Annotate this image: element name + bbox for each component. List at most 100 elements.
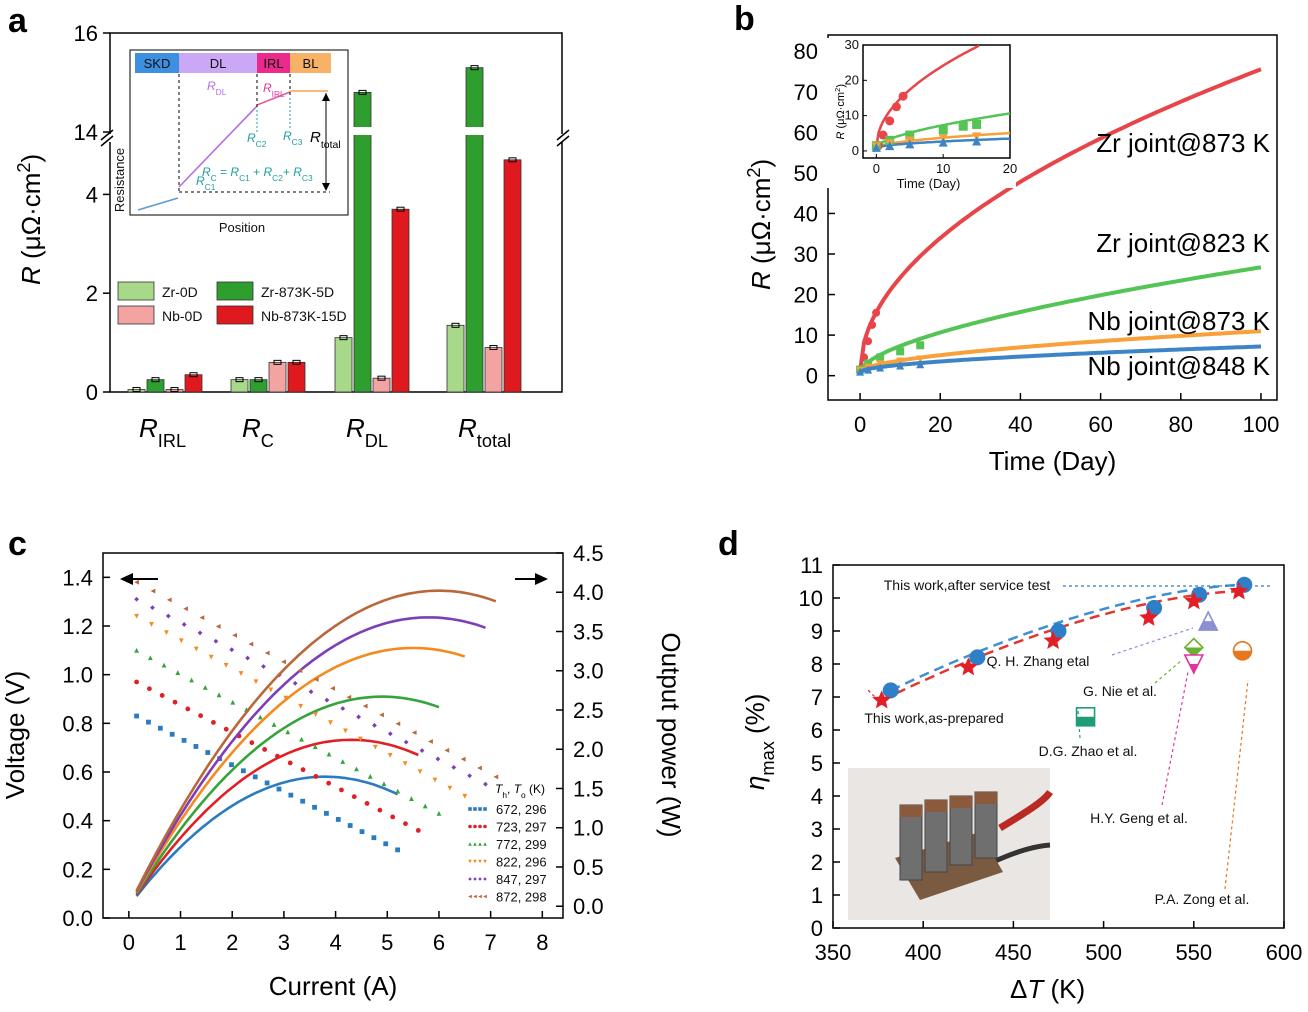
x-category-label: RDL <box>346 413 388 451</box>
voltage-point <box>261 664 266 669</box>
inset-data-point <box>891 102 901 112</box>
photo-wire-black <box>991 842 1051 865</box>
voltage-point <box>229 762 234 768</box>
text-part: DL <box>216 87 227 97</box>
bar-Nb-873K-15D <box>391 208 410 393</box>
data-point <box>864 359 873 368</box>
voltage-point <box>324 697 330 703</box>
x-tick-label: 6 <box>433 930 445 955</box>
text-part: R <box>283 129 292 143</box>
legend-marker <box>473 824 477 829</box>
legend-marker <box>468 877 472 881</box>
voltage-point <box>409 796 414 801</box>
annotation-label: This work,as-prepared <box>864 710 1003 726</box>
voltage-point <box>205 750 211 755</box>
point-after-service <box>882 682 899 699</box>
error-bar <box>254 377 263 383</box>
power-curve <box>135 646 466 893</box>
bar-Zr-873K-5D <box>146 379 165 393</box>
photo-leg-top <box>900 805 922 817</box>
voltage-point <box>252 774 258 780</box>
x-tick-label: 450 <box>995 940 1032 965</box>
data-point <box>856 367 865 376</box>
leader-line <box>865 687 884 706</box>
literature-point-fill <box>1076 716 1095 726</box>
voltage-point <box>359 829 365 835</box>
voltage-point <box>444 747 450 753</box>
voltage-point <box>223 662 229 668</box>
legend-marker <box>468 894 472 899</box>
y-left-tick-label: 1.2 <box>62 614 93 639</box>
text-part: R <box>207 79 216 93</box>
literature-point-fill <box>1233 650 1252 660</box>
inset-curve <box>875 112 1011 149</box>
legend-marker <box>473 877 477 881</box>
panel-label-a: a <box>8 2 28 40</box>
y-tick-label: 6 <box>811 718 823 743</box>
x-tick-label: 0 <box>854 412 866 437</box>
inset-background <box>820 38 1016 188</box>
bar-break-dl <box>345 127 445 135</box>
x-tick-label: 600 <box>1266 940 1303 965</box>
text-part: total <box>321 139 341 151</box>
voltage-point <box>460 756 466 762</box>
voltage-point <box>216 692 222 698</box>
voltage-point <box>215 624 221 629</box>
voltage-point <box>313 677 319 682</box>
data-point <box>916 355 925 364</box>
voltage-point <box>285 729 291 735</box>
voltage-point <box>335 817 341 822</box>
voltage-point <box>436 810 442 816</box>
legend-title: Th, To (K) <box>495 782 545 800</box>
data-point <box>896 361 905 370</box>
text-part: Δ <box>1010 974 1027 1004</box>
x-tick-label: 1 <box>174 930 186 955</box>
text-part: max <box>758 741 778 775</box>
point-after-service <box>969 649 986 666</box>
voltage-point <box>403 739 409 745</box>
bar-Zr-0D <box>334 337 353 393</box>
inset-x-tick-label: 20 <box>1003 161 1017 176</box>
literature-point-fill <box>1199 621 1218 631</box>
text-part: = <box>217 165 231 179</box>
inset-frame <box>862 44 1011 159</box>
y-right-tick-label: 2.0 <box>573 737 604 762</box>
text-part: 2 <box>833 88 842 92</box>
panel-d-frame <box>832 564 1285 929</box>
voltage-point <box>387 753 393 758</box>
photo-leg-top <box>975 792 997 804</box>
power-curve <box>135 775 399 898</box>
y-tick-label: 10 <box>794 323 818 348</box>
voltage-point <box>178 638 184 644</box>
y-tick-label: 9 <box>811 619 823 644</box>
annotation-label: H.Y. Geng et al. <box>1090 810 1188 826</box>
inset-rirl-label: RIRL <box>263 81 285 99</box>
inset-rtotal-label: Rtotal <box>310 129 341 151</box>
inset-data-point <box>905 139 915 149</box>
inset-segment-label: DL <box>210 56 227 71</box>
data-point <box>916 341 925 350</box>
inset-y-label: R (μΩ·cm2) <box>833 84 848 140</box>
y-tick-label: 0 <box>811 916 823 941</box>
legend-swatch <box>117 281 155 301</box>
voltage-point <box>340 706 346 711</box>
text-part: T <box>495 782 504 796</box>
text-part: T <box>1027 974 1045 1004</box>
y-tick-label: 2 <box>86 281 98 306</box>
bar-Nb-873K-15D <box>184 374 203 393</box>
inset-data-point <box>958 121 968 131</box>
bar-Nb-0D <box>484 347 503 393</box>
legend-label: Zr-873K-5D <box>261 284 334 300</box>
voltage-point <box>134 679 139 685</box>
y-tick-label: 80 <box>794 39 818 64</box>
text-part: R <box>293 165 302 179</box>
voltage-point <box>377 807 383 813</box>
voltage-point <box>357 736 363 742</box>
error-bar <box>377 375 386 381</box>
photo-leg-top <box>925 800 947 812</box>
text-part: ) <box>16 154 46 163</box>
voltage-point <box>411 730 417 736</box>
voltage-point <box>467 773 473 779</box>
y-tick-label: 0 <box>86 380 98 405</box>
voltage-point <box>395 847 401 853</box>
